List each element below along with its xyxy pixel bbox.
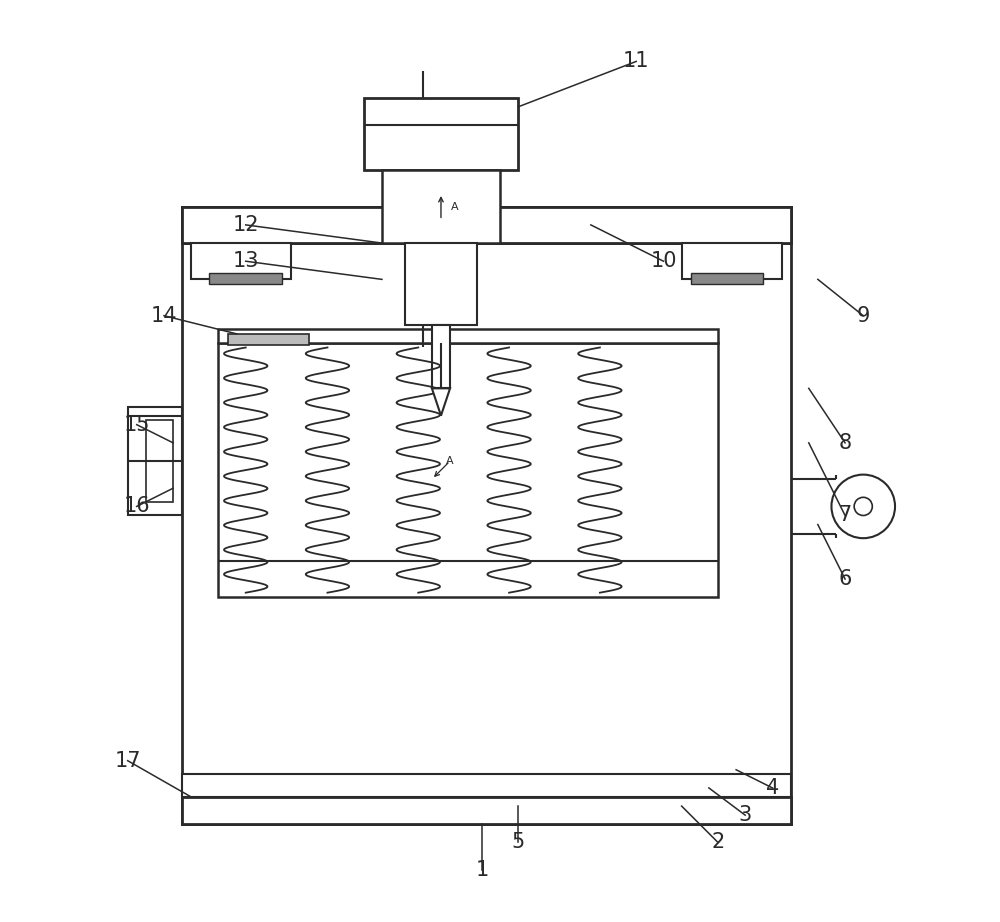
Bar xyxy=(209,273,282,284)
Text: 11: 11 xyxy=(623,52,649,71)
Bar xyxy=(682,243,782,279)
Bar xyxy=(182,207,791,243)
Bar xyxy=(218,343,718,597)
Bar xyxy=(405,243,477,325)
Bar xyxy=(182,797,791,824)
Text: 13: 13 xyxy=(232,251,259,271)
Bar xyxy=(382,171,500,243)
Text: 7: 7 xyxy=(838,505,852,526)
Bar xyxy=(432,325,450,388)
Bar xyxy=(364,98,518,171)
Bar xyxy=(128,407,182,515)
Text: A: A xyxy=(451,202,458,212)
Bar xyxy=(218,329,718,343)
Text: 3: 3 xyxy=(739,805,752,825)
Text: 12: 12 xyxy=(232,215,259,235)
Text: 17: 17 xyxy=(114,751,141,771)
Circle shape xyxy=(854,497,872,515)
Text: 1: 1 xyxy=(475,859,488,880)
Bar xyxy=(228,334,309,345)
Bar xyxy=(691,273,763,284)
Polygon shape xyxy=(432,388,450,416)
Bar xyxy=(191,243,291,279)
Text: 4: 4 xyxy=(766,778,779,798)
Text: 2: 2 xyxy=(711,833,725,853)
Text: 6: 6 xyxy=(838,569,852,589)
Text: 9: 9 xyxy=(857,306,870,325)
Text: 14: 14 xyxy=(151,306,177,325)
Text: 10: 10 xyxy=(650,251,677,271)
Circle shape xyxy=(831,475,895,538)
Text: A: A xyxy=(446,456,454,466)
Text: 15: 15 xyxy=(124,415,150,434)
Bar xyxy=(146,420,173,502)
Bar xyxy=(182,207,791,243)
Text: 5: 5 xyxy=(512,833,525,853)
Text: 8: 8 xyxy=(839,432,852,453)
Bar xyxy=(182,207,791,824)
Text: 16: 16 xyxy=(123,496,150,516)
Bar xyxy=(182,774,791,797)
